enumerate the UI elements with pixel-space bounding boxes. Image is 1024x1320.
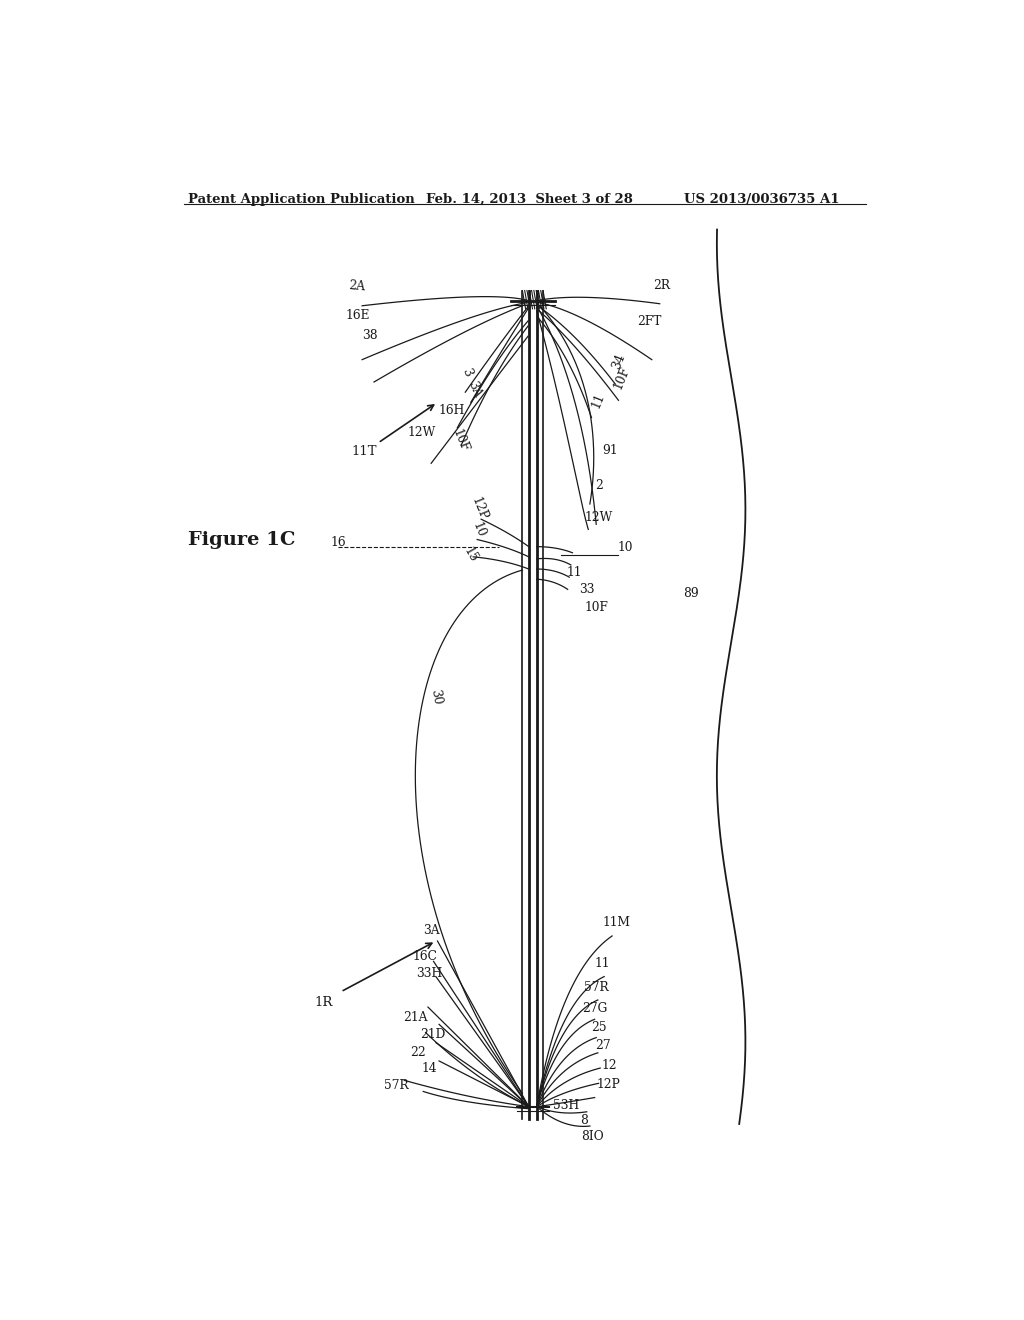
Text: 11: 11	[595, 957, 610, 970]
Text: 34: 34	[609, 352, 628, 371]
Text: 89: 89	[684, 587, 699, 599]
Text: 27: 27	[595, 1039, 610, 1052]
Text: 12W: 12W	[585, 511, 612, 524]
Text: 16E: 16E	[346, 309, 371, 322]
Text: 33: 33	[579, 583, 595, 595]
Text: 16H: 16H	[438, 404, 465, 417]
Text: 25: 25	[592, 1020, 607, 1034]
Text: 14: 14	[422, 1061, 437, 1074]
Text: 21A: 21A	[403, 1011, 428, 1024]
Text: Feb. 14, 2013  Sheet 3 of 28: Feb. 14, 2013 Sheet 3 of 28	[426, 193, 633, 206]
Text: 12: 12	[601, 1059, 616, 1072]
Text: 12P: 12P	[468, 495, 489, 523]
Text: 12P: 12P	[596, 1078, 620, 1090]
Text: 10F: 10F	[450, 428, 471, 454]
Text: 10F: 10F	[611, 364, 632, 392]
Text: 10: 10	[617, 541, 633, 554]
Text: 16C: 16C	[413, 950, 437, 962]
Text: 10F: 10F	[585, 601, 608, 614]
Text: 8IO: 8IO	[581, 1130, 603, 1143]
Text: 3: 3	[460, 366, 474, 378]
Text: 15: 15	[462, 545, 480, 565]
Text: 22: 22	[410, 1047, 426, 1060]
Text: 1R: 1R	[314, 995, 333, 1008]
Text: 11: 11	[589, 391, 607, 411]
Text: 11T: 11T	[351, 445, 377, 458]
Text: 38: 38	[362, 329, 378, 342]
Text: 53H: 53H	[553, 1100, 579, 1113]
Text: 8: 8	[581, 1114, 588, 1127]
Text: 16: 16	[331, 536, 346, 549]
Text: 2R: 2R	[652, 279, 670, 292]
Text: 57R: 57R	[384, 1078, 409, 1092]
Text: US 2013/0036735 A1: US 2013/0036735 A1	[684, 193, 839, 206]
Text: 57R: 57R	[584, 981, 608, 994]
Text: 27G: 27G	[582, 1002, 607, 1015]
Text: 11M: 11M	[602, 916, 630, 929]
Text: 10: 10	[470, 520, 487, 539]
Text: 3A: 3A	[465, 379, 483, 399]
Text: Patent Application Publication: Patent Application Publication	[187, 193, 415, 206]
Text: 2: 2	[596, 479, 603, 492]
Text: 30: 30	[428, 688, 443, 706]
Text: 2A: 2A	[347, 280, 366, 293]
Text: 3A: 3A	[423, 924, 439, 937]
Text: 12W: 12W	[408, 426, 436, 440]
Text: 21D: 21D	[420, 1028, 445, 1041]
Text: 33H: 33H	[417, 968, 442, 979]
Text: 2FT: 2FT	[637, 314, 662, 327]
Text: Figure 1C: Figure 1C	[187, 531, 295, 549]
Text: 91: 91	[603, 444, 618, 457]
Text: 11: 11	[567, 565, 583, 578]
